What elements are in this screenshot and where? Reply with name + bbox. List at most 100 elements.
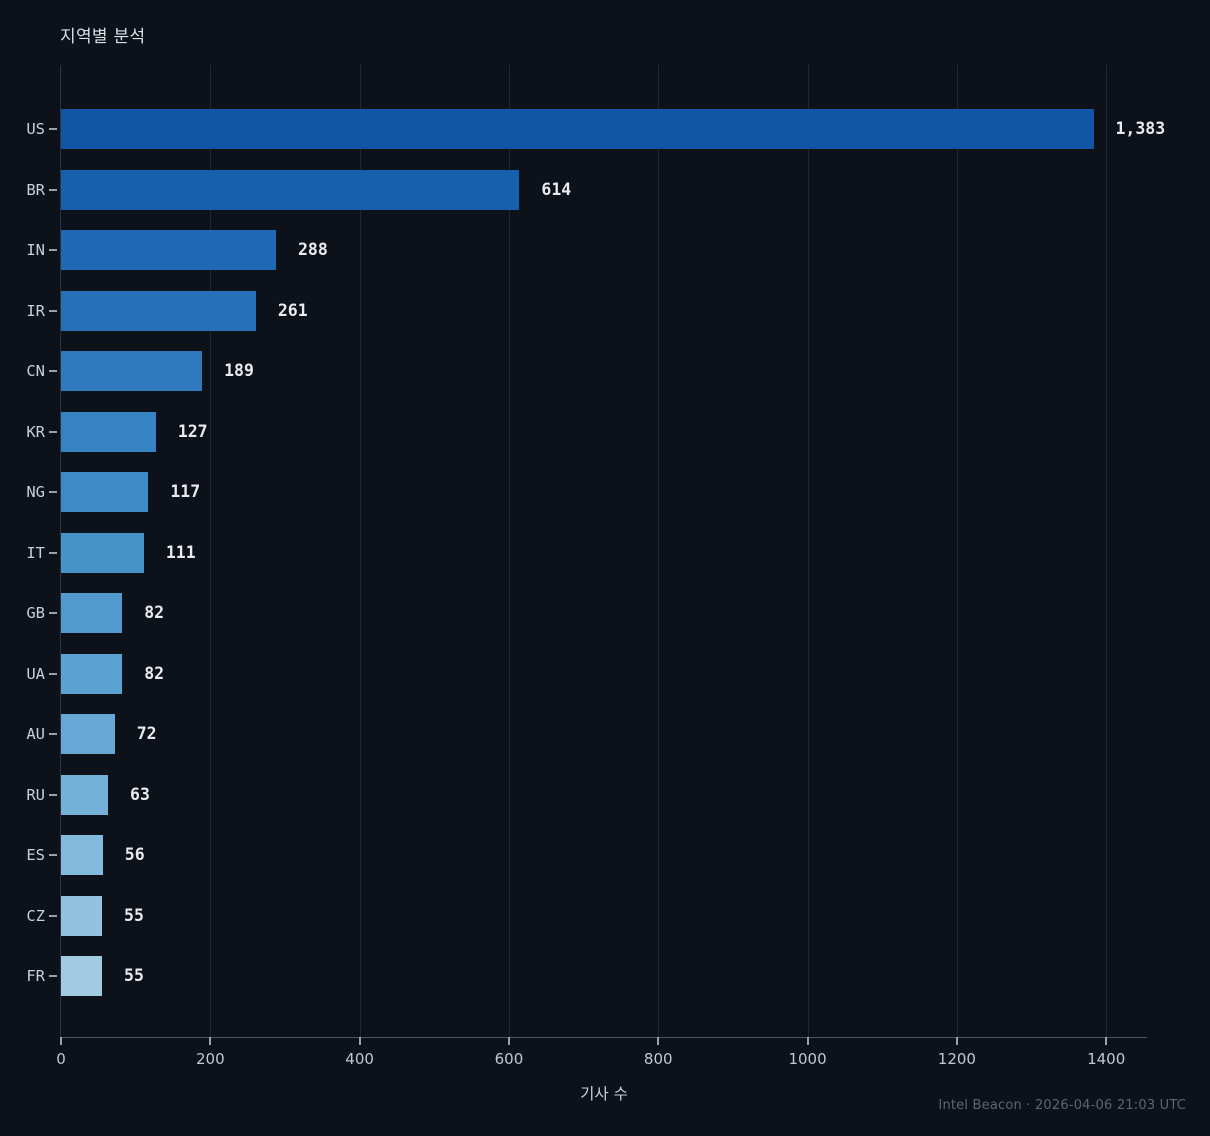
bar-row: US 1,383 [26, 109, 1165, 149]
bar [61, 653, 123, 694]
gridline [210, 65, 212, 1037]
category-label: US [26, 120, 45, 138]
chart-title: 지역별 분석 [60, 27, 146, 47]
y-tick-mark [49, 249, 57, 251]
x-tick-mark [358, 1037, 361, 1045]
bar [61, 774, 109, 815]
category-label: IT [26, 543, 45, 562]
x-tick-label: 800 [643, 1050, 673, 1068]
bar-row: ES 56 [26, 835, 1148, 875]
x-axis-label: 기사 수 [580, 1085, 628, 1103]
x-tick-mark [60, 1037, 62, 1045]
bar [61, 411, 156, 452]
bar [61, 895, 103, 936]
y-tick-mark [49, 672, 57, 675]
y-tick-mark [49, 551, 57, 554]
category-label: KR [26, 422, 45, 441]
x-tick-label: 1000 [788, 1050, 827, 1068]
x-tick-mark [657, 1037, 660, 1045]
bar [61, 351, 203, 391]
bar [61, 109, 1094, 149]
bar-value-label: 82 [144, 663, 165, 683]
bar-row: RU 63 [26, 774, 1148, 815]
bar-value-label: 56 [124, 845, 145, 864]
y-tick-mark [49, 612, 57, 614]
bar-row: CN 189 [26, 351, 1148, 391]
bar-row: FR 55 [26, 956, 1148, 996]
category-label: UA [26, 664, 45, 683]
bar [61, 956, 103, 996]
bar-row: BR 614 [26, 169, 1148, 210]
y-tick-mark [49, 309, 57, 312]
bar [61, 230, 276, 270]
x-tick-label: 1200 [937, 1050, 976, 1068]
category-label: BR [26, 180, 45, 199]
y-tick-mark [49, 975, 57, 977]
gridline [508, 65, 510, 1037]
y-tick-mark [49, 733, 57, 735]
bar-value-label: 72 [136, 724, 157, 743]
gridline [807, 65, 809, 1037]
category-label: NG [26, 483, 45, 501]
category-label: CN [26, 362, 45, 380]
bar-row: CZ 55 [26, 895, 1148, 936]
bar-value-label: 117 [170, 482, 201, 501]
x-tick-label: 600 [494, 1050, 524, 1068]
bar-value-label: 111 [165, 542, 196, 562]
bar-row: IN 288 [26, 230, 1148, 270]
x-tick-mark [507, 1037, 510, 1045]
bar-value-label: 55 [124, 905, 144, 925]
bar [61, 472, 149, 512]
gridline [658, 65, 660, 1037]
category-label: IR [26, 301, 45, 320]
x-tick-label: 200 [195, 1050, 225, 1068]
bar-value-label: 82 [144, 603, 165, 622]
bar [61, 714, 115, 754]
bar-value-label: 1,383 [1115, 119, 1166, 138]
bar-row: KR 127 [26, 411, 1148, 452]
bar [61, 532, 144, 573]
x-tick-mark [209, 1037, 212, 1045]
category-label: CZ [26, 906, 45, 925]
y-tick-mark [49, 370, 57, 372]
bar-value-label: 63 [130, 784, 150, 804]
bar-row: GB 82 [26, 593, 1148, 633]
y-tick-mark [49, 914, 57, 917]
y-tick-mark [49, 854, 57, 856]
bar-row: AU 72 [26, 714, 1148, 754]
bar-value-label: 127 [177, 421, 208, 441]
bar [61, 593, 123, 633]
y-tick-mark [49, 491, 57, 493]
x-tick-mark [806, 1037, 809, 1045]
footer-note: Intel Beacon · 2026-04-06 21:03 UTC [938, 1098, 1186, 1113]
y-tick-mark [49, 793, 57, 796]
gridline [359, 65, 361, 1037]
x-tick-label: 0 [56, 1050, 66, 1068]
bar-value-label: 288 [298, 240, 328, 259]
category-label: ES [26, 846, 45, 864]
bar [61, 835, 103, 875]
bar-row: IT 111 [26, 532, 1148, 573]
x-tick-mark [955, 1037, 958, 1045]
bar-value-label: 55 [124, 966, 144, 985]
bar-value-label: 189 [224, 361, 254, 380]
category-label: FR [26, 967, 45, 985]
y-tick-mark [49, 188, 57, 191]
gridline [1106, 65, 1108, 1037]
category-label: AU [26, 725, 45, 743]
plot-area: US 1,383 BR 614 IN 288 IR 261 CN 189 KR 127 NG 117 IT 1… [26, 65, 1165, 1103]
category-label: GB [26, 604, 45, 622]
x-tick-label: 400 [345, 1050, 374, 1068]
bar [61, 169, 520, 210]
gridline [956, 65, 958, 1037]
bar-value-label: 261 [277, 300, 308, 320]
y-tick-mark [49, 128, 57, 130]
bar [61, 290, 256, 331]
bar-row: NG 117 [26, 472, 1148, 512]
bar-value-label: 614 [541, 179, 572, 199]
x-tick-mark [1105, 1037, 1108, 1045]
bar-row: IR 261 [26, 290, 1148, 331]
category-label: IN [26, 241, 45, 259]
x-tick-label: 1400 [1087, 1050, 1126, 1068]
